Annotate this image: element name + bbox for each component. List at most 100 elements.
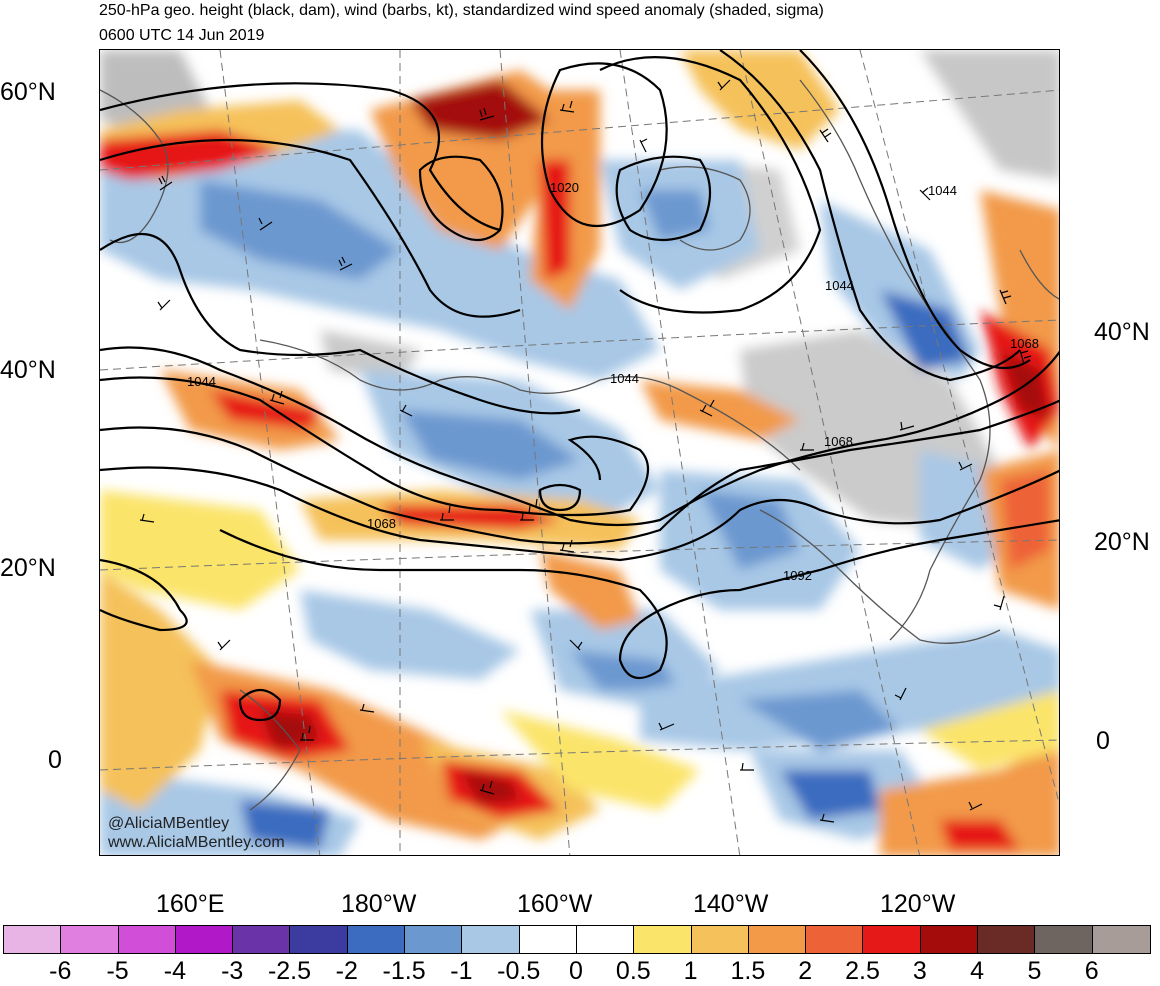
height-contour [799, 50, 1031, 370]
wind-barb [993, 595, 1005, 611]
wind-barb [157, 299, 171, 311]
colorbar-label: 6 [1084, 957, 1099, 985]
coastline [889, 379, 991, 641]
shade-patch [200, 180, 400, 280]
shade-patch [100, 570, 220, 810]
contour-label: 1044 [187, 374, 216, 389]
credit-handle: @AliciaMBentley [108, 815, 230, 832]
wind-barb [269, 390, 285, 405]
height-contour [100, 233, 581, 415]
wind-barb [800, 442, 814, 451]
height-contour [719, 50, 1021, 382]
colorbar-swatch [175, 926, 234, 953]
coastline [100, 89, 169, 244]
contour-label: 1068 [824, 434, 853, 449]
colorbar-swatch [61, 926, 119, 953]
height-contour [615, 155, 711, 241]
coastline [599, 376, 801, 471]
wind-barb [740, 762, 754, 771]
lat-label-right-40n: 40°N [1094, 318, 1150, 346]
colorbar-label: -2 [335, 957, 358, 985]
colorbar-swatch [290, 926, 348, 953]
wind-barb [520, 498, 538, 521]
colorbar-swatch [405, 926, 463, 953]
coastlines [100, 79, 1059, 811]
graticule-line [100, 739, 1059, 771]
colorbar-swatch [748, 926, 807, 953]
colorbar-swatch [863, 926, 921, 953]
wind-barb [440, 505, 454, 521]
height-contour [100, 466, 1059, 562]
wind-barb [958, 461, 973, 471]
shade-patch [740, 690, 900, 750]
height-contour [538, 483, 582, 512]
anomaly-shading [100, 50, 1059, 855]
graticule-line [619, 50, 741, 855]
wind-barb [699, 399, 715, 417]
colorbar-label: -1.5 [382, 957, 426, 985]
shade-patch [920, 690, 1059, 770]
wind-barb [139, 513, 155, 523]
wind-barb [968, 801, 983, 811]
colorbar-swatch [806, 926, 864, 953]
wind-barb [639, 138, 648, 153]
colorbar-swatch [347, 926, 406, 953]
graticule-line [219, 50, 321, 855]
colorbar-swatch [118, 926, 176, 953]
lat-label-0: 0 [48, 746, 62, 774]
colorbar-label: 1.5 [730, 957, 766, 985]
coastline [239, 689, 301, 811]
colorbar-swatch [1092, 926, 1150, 953]
wind-barb [479, 780, 495, 795]
contour-label: 1068 [367, 516, 396, 531]
contour-label: 1044 [610, 371, 639, 386]
height-contour [100, 82, 501, 232]
graticule-line [100, 319, 1059, 371]
wind-barb [559, 539, 575, 553]
shade-patch [500, 710, 700, 810]
lon-label-160e: 160°E [156, 890, 225, 918]
lon-label-160w: 160°W [517, 890, 593, 918]
shade-patch [700, 490, 800, 570]
wind-barb [338, 256, 353, 271]
wind-barb [479, 107, 495, 121]
height-contour [540, 62, 668, 228]
contour-label: 1092 [783, 568, 812, 583]
height-contour [238, 688, 282, 722]
colorbar-label: -0.5 [497, 957, 541, 985]
colorbar-label: -5 [106, 957, 129, 985]
wind-barb [894, 687, 907, 701]
height-contours [100, 50, 1059, 722]
shade-patch [880, 740, 1059, 855]
colorbar-swatch [691, 926, 749, 953]
wind-barb [158, 175, 173, 191]
height-contour [100, 376, 650, 517]
wind-barbs [139, 79, 1032, 823]
wind-barb [819, 813, 835, 823]
colorbar-label: 0.5 [615, 957, 651, 985]
coastline [1019, 249, 1059, 300]
shade-patch [880, 290, 970, 370]
credit-url: www.AliciaMBentley.com [108, 834, 285, 851]
coastline [259, 339, 601, 394]
wind-barb [919, 187, 931, 201]
height-contour [599, 56, 822, 314]
lon-label-140w: 140°W [693, 890, 769, 918]
shade-patch [1000, 470, 1050, 570]
shade-patch [540, 160, 570, 280]
colorbar-label: 2 [798, 957, 813, 985]
height-contour [418, 155, 504, 242]
wind-barb [569, 639, 583, 651]
wind-barb [1019, 349, 1032, 365]
lat-label-right-20n: 20°N [1094, 528, 1150, 556]
height-contour [100, 346, 1059, 527]
map-canvas: 1020 1044 1044 1044 1068 1068 1068 1044 … [100, 50, 1059, 855]
wind-barb [999, 289, 1012, 305]
shade-patch [640, 380, 800, 440]
colorbar-label: -2.5 [267, 957, 312, 985]
shade-patch [540, 550, 640, 630]
graticule-line [499, 50, 571, 855]
colorbar-label: 0 [569, 957, 583, 985]
colorbar-swatch [462, 926, 520, 953]
contour-label: 1044 [928, 183, 957, 198]
